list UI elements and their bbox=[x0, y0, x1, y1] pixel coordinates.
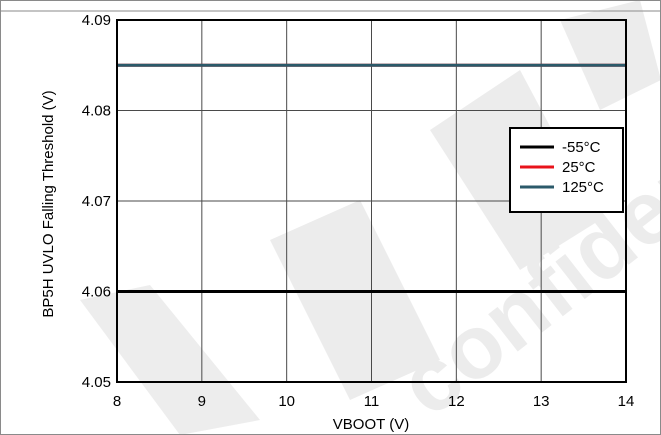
y-tick-label: 4.05 bbox=[82, 374, 111, 391]
x-axis-ticks: 8 9 10 11 12 13 14 bbox=[113, 393, 635, 410]
legend-box bbox=[509, 127, 624, 213]
watermark-shape-1 bbox=[80, 285, 260, 435]
x-tick-label: 8 bbox=[113, 393, 121, 410]
legend-label: -55°C bbox=[562, 139, 601, 156]
x-tick-label: 9 bbox=[198, 393, 206, 410]
legend: -55°C 25°C 125°C bbox=[509, 127, 624, 213]
plot-area-border bbox=[116, 19, 627, 383]
x-tick-label: 11 bbox=[364, 393, 380, 410]
x-tick-label: 12 bbox=[448, 393, 465, 410]
y-tick-label: 4.09 bbox=[82, 12, 111, 29]
x-tick-label: 14 bbox=[618, 393, 635, 410]
watermark-shape-2 bbox=[270, 200, 440, 400]
y-tick-label: 4.06 bbox=[82, 284, 111, 301]
x-axis-title: VBOOT (V) bbox=[333, 416, 409, 433]
watermark-shape-4 bbox=[560, 0, 661, 110]
x-tick-label: 13 bbox=[533, 393, 550, 410]
legend-label: 125°C bbox=[562, 179, 604, 196]
y-axis-title: BP5H UVLO Falling Threshold (V) bbox=[40, 90, 57, 317]
y-axis-ticks: 4.05 4.06 4.07 4.08 4.09 bbox=[82, 12, 111, 391]
y-tick-label: 4.07 bbox=[82, 193, 111, 210]
y-tick-label: 4.08 bbox=[82, 103, 111, 120]
x-tick-label: 10 bbox=[278, 393, 295, 410]
series-lines bbox=[117, 63, 626, 293]
legend-label: 25°C bbox=[562, 159, 596, 176]
